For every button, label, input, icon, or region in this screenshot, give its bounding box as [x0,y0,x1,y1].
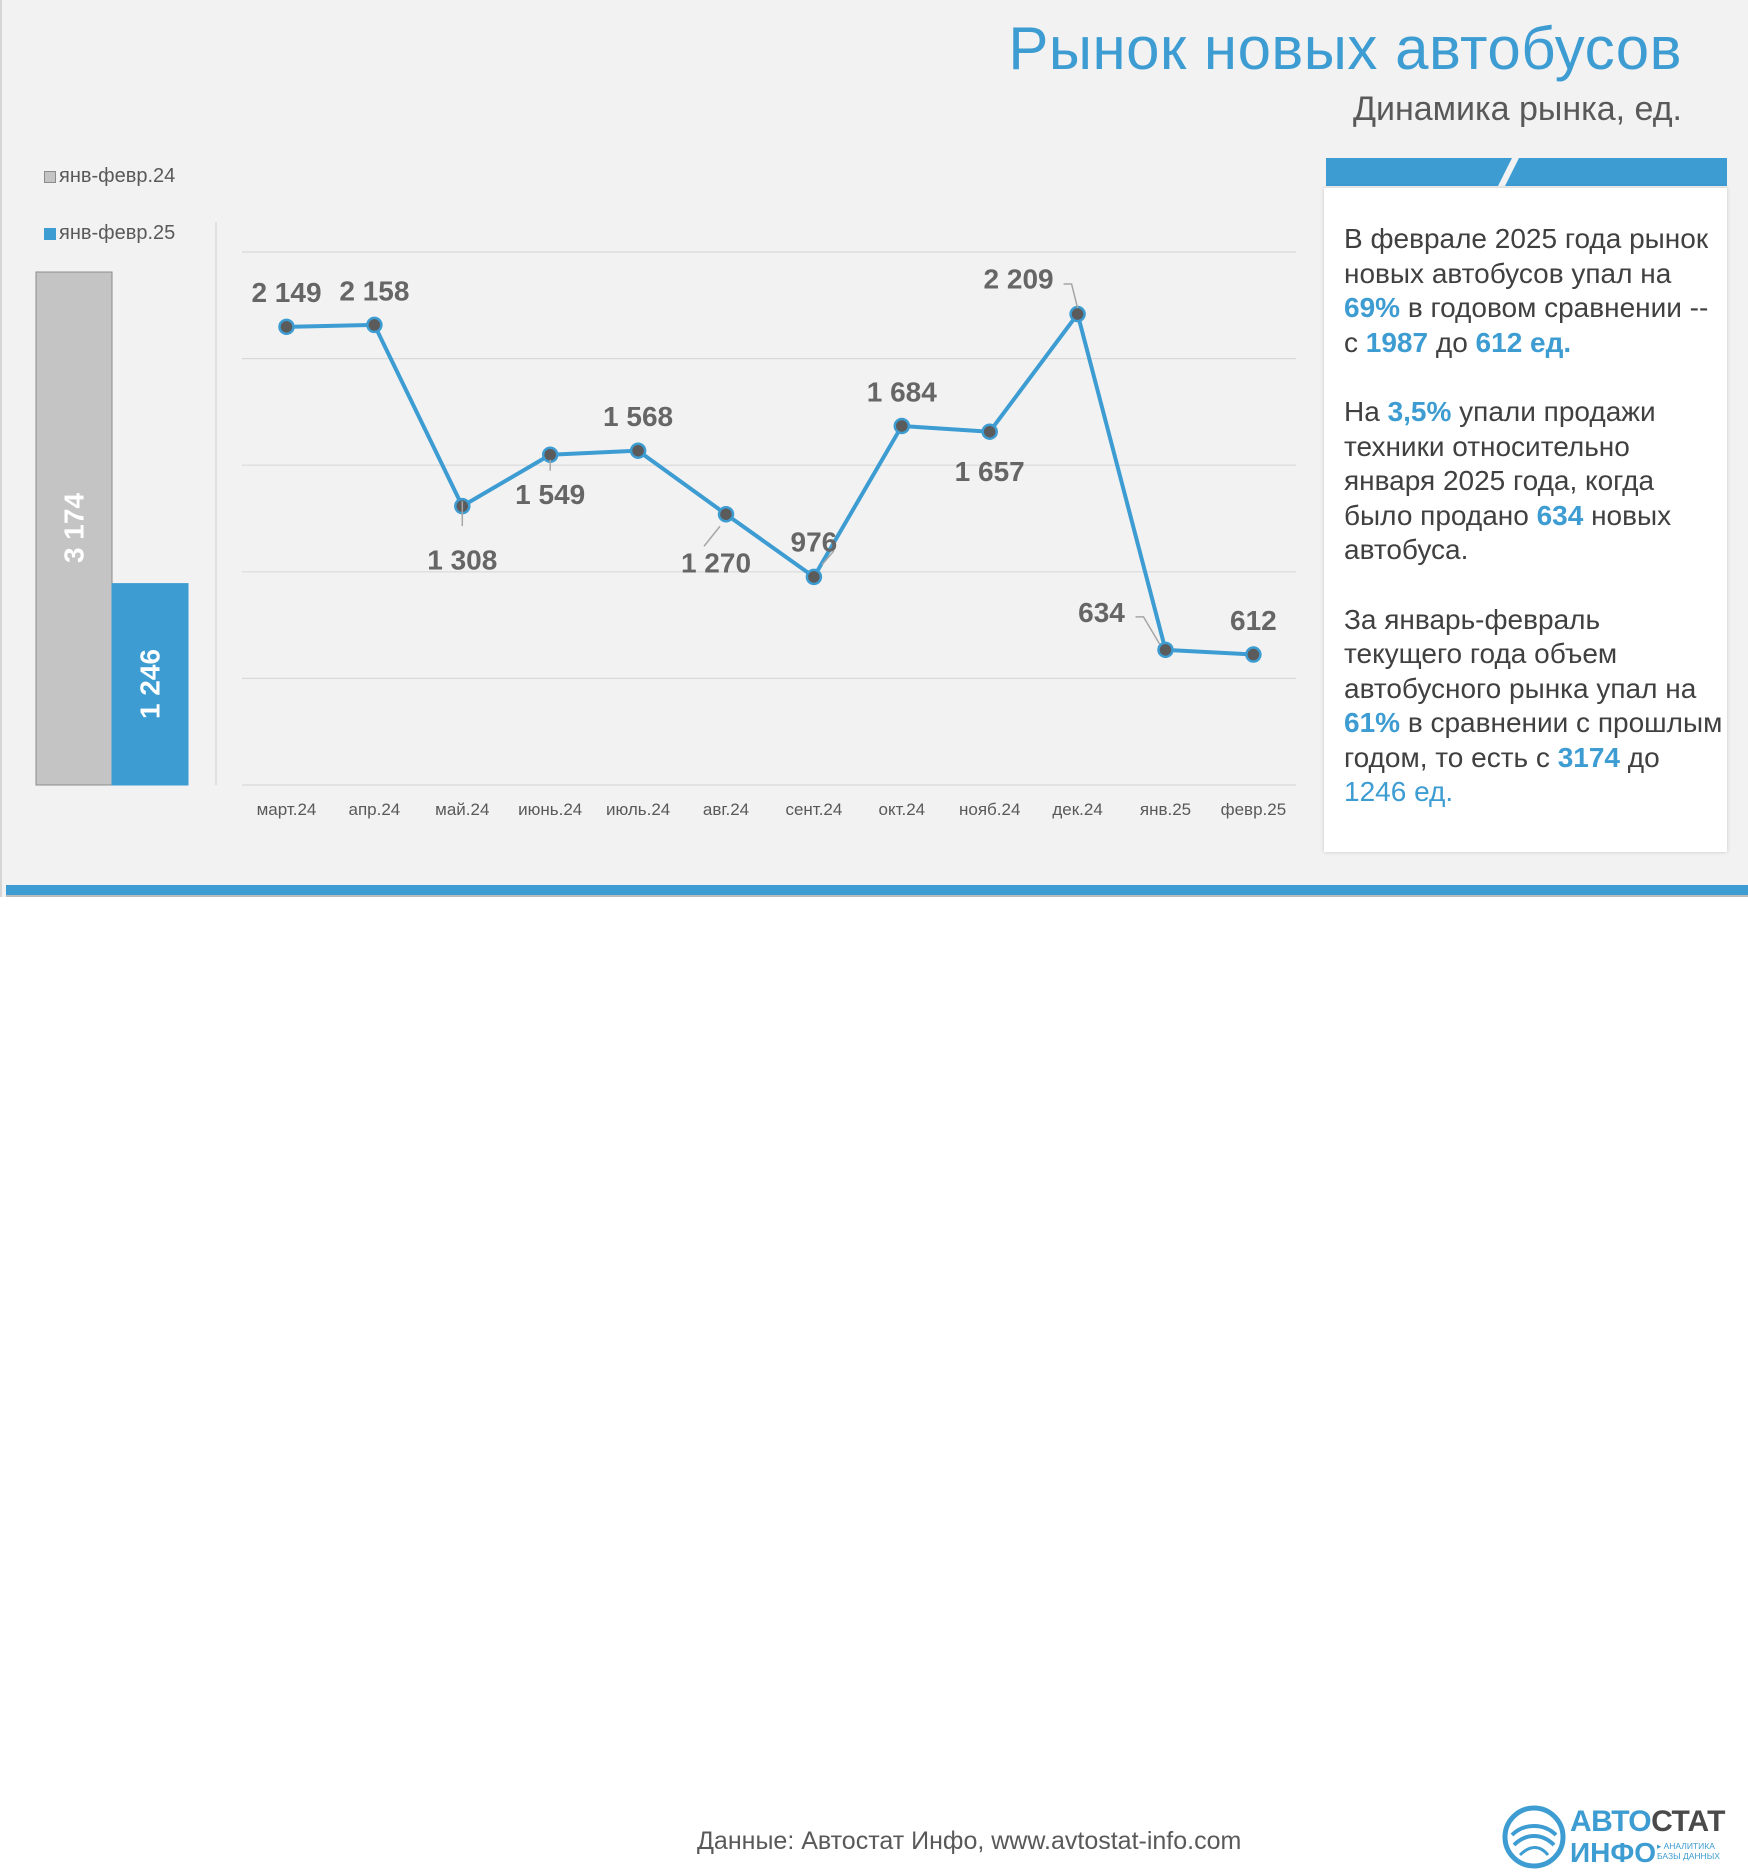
line-value-label: 1 657 [955,456,1025,487]
line-point [893,417,911,435]
p3-text-b: в сравнении с прошлым годом, то есть с [1344,707,1723,773]
x-tick-label: нояб.24 [959,800,1020,819]
bar-2 [111,583,189,786]
x-tick-label: дек.24 [1052,800,1102,819]
label-leader-line [703,525,721,547]
x-tick-label: янв.25 [1140,800,1191,819]
footer-accent-bar [6,885,1748,895]
footer-divider [6,895,1748,897]
x-tick-label: март.24 [257,800,317,819]
line-value-label: 1 270 [681,548,751,579]
line-value-label: 976 [791,526,838,557]
bar-chart: 3 174 1 246 [35,222,217,786]
logo-wordmark-bottom: ИНФО [1570,1837,1657,1868]
legend-swatch-grey [44,170,56,183]
x-tick-label: апр.24 [349,800,401,819]
p1-text-c: до [1428,326,1476,358]
logo-tagline-1: ▸ АНАЛИТИКА [1657,1841,1715,1851]
line-value-label: 2 149 [251,277,321,308]
line-point [981,423,998,440]
p2-highlight-percent: 3,5% [1387,396,1452,427]
x-tick-label: февр.25 [1221,800,1287,819]
legend-swatch-blue [44,227,56,240]
line-value-label: 612 [1230,605,1277,636]
summary-paragraph-3: За январь-февраль текущего года объем ав… [1344,603,1724,810]
line-point [1069,305,1086,323]
logo-tagline-2: БАЗЫ ДАННЫХ [1657,1851,1720,1861]
summary-paragraph-2: На 3,5% упали продажи техники относитель… [1344,395,1724,568]
line-point [366,316,383,334]
line-point [629,442,647,459]
line-value-label: 1 684 [867,376,937,407]
line-point [805,568,823,586]
p3-highlight-to: 1246 ед. [1344,776,1454,807]
x-tick-label: май.24 [435,800,489,819]
p3-text-a: За январь-февраль текущего года объем ав… [1344,603,1697,704]
line-value-label: 634 [1078,597,1125,628]
page-subtitle: Динамика рынка, ед. [1352,90,1682,128]
p1-highlight-percent: 69% [1344,292,1401,323]
logo-tagline: ▸ АНАЛИТИКА БАЗЫ ДАННЫХ [1657,1841,1720,1861]
p2-text-c: новых автобуса. [1344,499,1672,566]
bar-value-label-2: 1 246 [135,649,166,719]
summary-panel: В феврале 2025 года рынок новых автобусо… [1324,188,1727,852]
logo-wordmark-top: АВТОСТАТ [1570,1805,1725,1839]
panel-banner [1326,158,1727,186]
p2-text-a: На [1344,396,1388,427]
label-leader-line [821,550,835,566]
line-series [286,312,1254,657]
legend-item-2024: янв-февр.24 [44,165,175,188]
logo-auto: АВТО [1570,1805,1652,1838]
logo-globe-icon [1502,1805,1566,1869]
line-value-label: 1 568 [603,401,673,432]
footer: Данные: Автостат Инфо, www.avtostat-info… [0,897,1748,1869]
line-value-label: 1 308 [427,545,497,576]
p3-text-c: до [1619,741,1660,773]
p2-text-b: упали продажи техники относительно январ… [1344,396,1656,531]
bar-1 [35,271,113,786]
p1-text-a: В феврале 2025 года рынок новых автобусо… [1344,223,1709,289]
line-point [278,318,295,336]
summary-paragraph-1: В феврале 2025 года рынок новых автобусо… [1344,222,1724,360]
x-tick-label: окт.24 [878,800,925,819]
p2-highlight-count: 634 [1536,499,1584,531]
p1-text-b: в годовом сравнении -- с [1344,292,1709,358]
label-leader-line [1135,616,1161,645]
label-leader-line [1063,283,1079,309]
p3-highlight-percent: 61% [1344,707,1401,738]
legend-item-2025: янв-февр.25 [44,222,175,245]
page-title: Рынок новых автобусов [1008,15,1682,82]
p1-highlight-from: 1987 [1365,326,1429,358]
p1-highlight-to: 612 ед. [1475,326,1572,358]
legend-label-2024: янв-февр.24 [59,165,176,187]
slide: Рынок новых автобусов Динамика рынка, ед… [0,0,1748,982]
x-tick-label: авг.24 [703,800,749,819]
summary-text: В феврале 2025 года рынок новых автобусо… [1344,222,1724,845]
x-tick-label: июнь.24 [518,800,582,819]
line-value-label: 1 549 [515,479,585,510]
avtostat-logo: АВТОСТАТ ИНФО ▸ АНАЛИТИКА БАЗЫ ДАННЫХ [1502,1803,1742,1873]
line-value-label: 2 209 [984,263,1054,294]
line-value-label: 2 158 [339,275,409,306]
line-point [1157,641,1174,659]
charts-canvas: 3 174 1 246 2 149 2 158 1 308 1 549 1 568 1 27… [35,222,1296,819]
line-chart: 2 149 2 158 1 308 1 549 1 568 1 270 976 1 684 1 … [242,251,1296,819]
line-point [1245,646,1262,663]
line-point [717,505,735,523]
x-tick-label: сент.24 [785,800,842,819]
bar-value-label-1: 3 174 [59,493,90,563]
p3-highlight-from: 3174 [1557,741,1620,773]
logo-stat: СТАТ [1651,1805,1725,1838]
source-text: Данные: Автостат Инфо, www.avtostat-info… [697,1827,1242,1855]
x-tick-label: июль.24 [606,800,670,819]
legend-label-2025: янв-февр.25 [59,222,176,244]
line-point [541,446,559,464]
